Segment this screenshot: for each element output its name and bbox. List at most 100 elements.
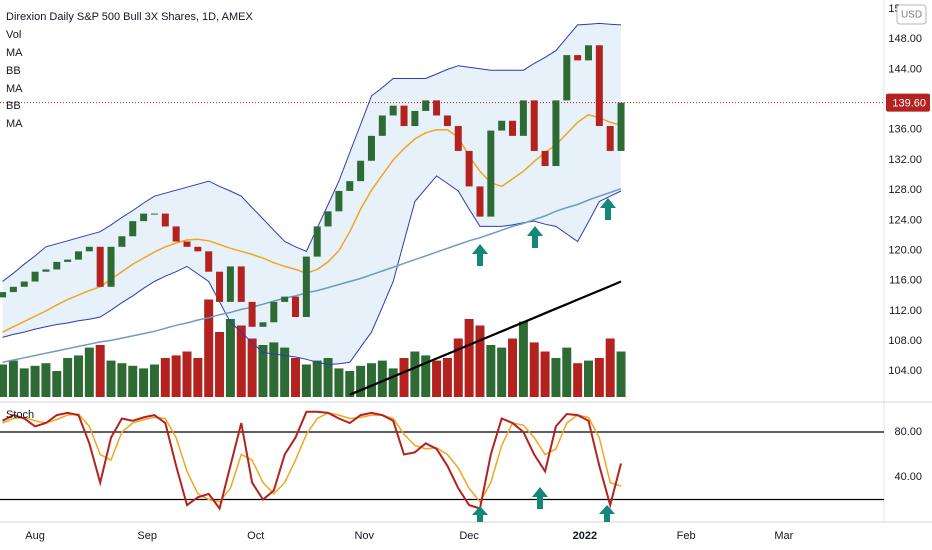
candle-body xyxy=(96,246,104,287)
candle-body xyxy=(563,55,571,101)
legend-entry: MA xyxy=(6,47,23,59)
candle-body xyxy=(42,269,50,272)
moving-average xyxy=(349,280,622,396)
volume-bar xyxy=(508,338,518,397)
volume-bar xyxy=(236,325,246,397)
y-tick-label: 116.00 xyxy=(889,275,922,287)
candle-body xyxy=(324,211,332,227)
arrow xyxy=(472,244,488,266)
moving-average xyxy=(2,113,622,333)
currency-box xyxy=(896,4,927,25)
candle-body xyxy=(389,105,397,116)
candle-body xyxy=(150,213,158,215)
volume-bar xyxy=(410,351,420,397)
volume-bar xyxy=(41,363,51,397)
candle-body xyxy=(422,100,430,111)
band-lower xyxy=(2,175,622,366)
y-tick-label: 112.00 xyxy=(889,305,922,317)
x-tick-label: Dec xyxy=(459,530,479,542)
candle-body xyxy=(0,292,7,298)
candle-body xyxy=(292,296,300,317)
candle-body xyxy=(541,150,549,167)
volume-bar xyxy=(497,347,507,397)
candle-body xyxy=(411,110,419,127)
volume-bar xyxy=(377,360,387,397)
arrow xyxy=(600,198,616,220)
legend-entry: MA xyxy=(6,118,23,130)
candle-body xyxy=(302,256,310,317)
legend-entry: BB xyxy=(6,100,21,112)
signal-arrows xyxy=(472,198,616,522)
moving-average xyxy=(2,187,622,364)
volume-bar xyxy=(225,319,235,397)
x-tick-label: 2022 xyxy=(573,530,597,542)
volume-bar xyxy=(323,358,333,397)
volume-bar xyxy=(128,365,138,397)
legend-entry: Vol xyxy=(6,29,21,41)
candle-body xyxy=(346,181,354,191)
y-tick-label: 124.00 xyxy=(888,214,922,226)
candle-body xyxy=(476,186,484,217)
legend-entry: BB xyxy=(6,65,21,77)
y-tick-label: 132.00 xyxy=(888,154,922,166)
currency: USD xyxy=(901,10,922,21)
y-tick-label: 144.00 xyxy=(888,63,922,75)
volume-bar xyxy=(366,363,376,397)
volume-bar xyxy=(345,371,355,397)
candle-body xyxy=(584,45,592,61)
candle-body xyxy=(118,236,126,247)
y-tick-label: 136.00 xyxy=(888,124,922,136)
volume-bar xyxy=(73,355,83,397)
volume-bar xyxy=(171,355,181,397)
volume-bar xyxy=(616,351,626,397)
candle-body xyxy=(270,301,278,323)
stoch-k xyxy=(2,410,622,511)
candle-body xyxy=(617,102,625,151)
candle-body xyxy=(226,266,234,302)
volume-bar xyxy=(269,342,279,397)
candle-body xyxy=(31,271,39,282)
volume-bar xyxy=(291,358,301,397)
volume-bar xyxy=(486,345,496,397)
volume-bar xyxy=(258,345,268,397)
volume-bar xyxy=(540,351,550,397)
candle-body xyxy=(161,213,169,227)
candle-body xyxy=(454,126,462,151)
volume-bar xyxy=(312,360,322,397)
volume-bar xyxy=(356,365,366,397)
candle-body xyxy=(595,45,603,127)
stoch-title: Stoch xyxy=(6,409,34,421)
arrow xyxy=(532,487,548,509)
candle-body xyxy=(335,190,343,212)
y-tick-label: 120.00 xyxy=(888,244,922,256)
volume-bar xyxy=(388,368,398,397)
candle-body xyxy=(140,213,148,222)
candle-body xyxy=(530,100,538,151)
candle-body xyxy=(183,241,191,247)
candle-body xyxy=(74,251,82,260)
volume-bar xyxy=(0,364,8,397)
candle-body xyxy=(606,126,614,151)
plot xyxy=(0,22,884,511)
volume-bar xyxy=(399,358,409,397)
arrow xyxy=(527,226,543,248)
chart-title: Direxion Daily S&P 500 Bull 3X Shares, 1… xyxy=(6,11,253,23)
candle-body xyxy=(85,246,93,252)
candle-body xyxy=(248,301,256,327)
volume-bar xyxy=(95,345,105,397)
candle-body xyxy=(9,286,17,293)
candle-body xyxy=(281,296,289,302)
candle-body xyxy=(107,246,115,287)
legend-entry: MA xyxy=(6,83,23,95)
volume-bar xyxy=(453,338,463,397)
volume-bar xyxy=(139,368,149,397)
candle-body xyxy=(205,251,213,272)
volume-bar xyxy=(301,364,311,397)
candle-body xyxy=(519,100,527,136)
volume-bar xyxy=(475,325,485,397)
candle-body xyxy=(443,115,451,127)
volume-bar xyxy=(63,358,73,397)
volume-bar xyxy=(432,360,442,397)
y-tick-label: 104.00 xyxy=(888,365,922,377)
volume-bar xyxy=(421,355,431,397)
